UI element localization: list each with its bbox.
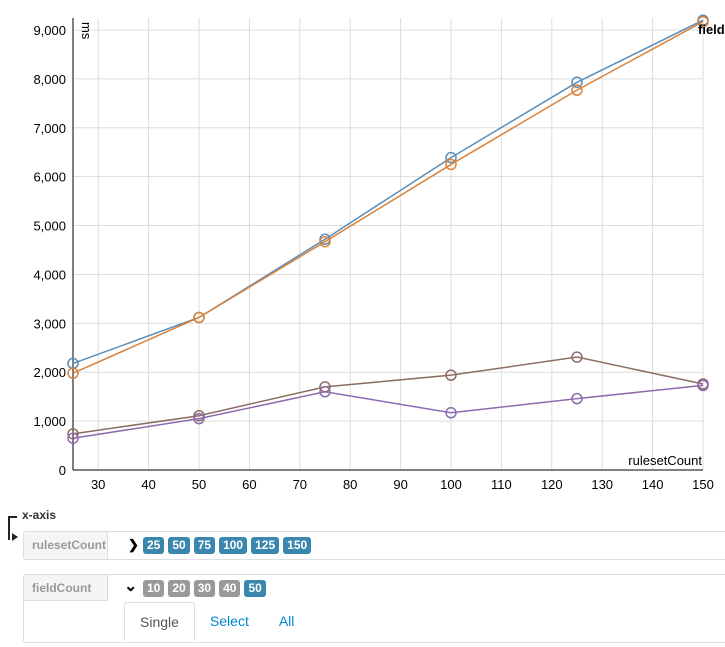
value-badge[interactable]: 25 [143,537,165,554]
value-badge[interactable]: 40 [219,580,241,597]
series-0 [67,14,709,370]
x-axis-panel: x-axis rulesetCount ❯ 25 50 75 100 125 1… [0,508,725,647]
selection-mode-tabs: Single Select All [124,602,309,641]
data-point[interactable] [193,409,205,422]
data-point[interactable] [67,428,79,440]
y-tick-label: 2,000 [33,365,66,380]
data-point[interactable] [445,407,457,419]
arrow-icon [12,533,18,541]
x-tick-label: 130 [591,477,613,492]
x-tick-label: 50 [192,477,206,492]
line-chart: 30 40 50 60 70 80 90 100 110 120 130 140 150 0 1,000 2,… [33,14,725,492]
data-point[interactable] [319,386,331,398]
legend-title: fieldCount [698,22,725,37]
data-point[interactable] [445,369,457,381]
x-tick-label: 100 [440,477,462,492]
chevron-down-icon[interactable]: ⌄ [124,578,138,595]
value-badge[interactable]: 125 [251,537,280,554]
value-badge[interactable]: 75 [193,537,216,554]
x-tick-label: 140 [642,477,664,492]
value-badge[interactable]: 30 [193,580,216,597]
filter-label: fieldCount [24,575,108,601]
x-tick-label: 80 [343,477,357,492]
data-point[interactable] [67,367,79,379]
data-point[interactable] [193,311,205,324]
y-tick-label: 8,000 [33,72,66,87]
data-point[interactable] [319,235,331,248]
data-point[interactable] [697,15,709,28]
x-tick-label: 70 [293,477,307,492]
y-tick-label: 6,000 [33,170,66,185]
data-point[interactable] [445,158,457,171]
series-3 [67,379,709,444]
series-1 [67,15,709,379]
y-tick-label: 3,000 [33,316,66,331]
data-point[interactable] [697,379,709,392]
value-badge[interactable]: 50 [244,580,266,597]
y-tick-label: 5,000 [33,219,66,234]
y-tick-label: 0 [59,463,66,478]
filter-row-fieldCount: fieldCount ⌄ 10 20 30 40 50 Single Selec… [23,574,725,643]
filter-row-rulesetCount: rulesetCount ❯ 25 50 75 100 125 150 [23,531,725,560]
y-tick-label: 9,000 [33,23,66,38]
series-line [72,21,704,374]
value-badge[interactable]: 10 [143,580,165,597]
value-badge[interactable]: 100 [219,537,248,554]
y-axis-title: ms [79,22,94,40]
x-axis-label: x-axis [22,508,57,522]
y-tick-label: 1,000 [33,414,66,429]
y-tick-label: 4,000 [33,267,66,282]
filter-label: rulesetCount [24,532,108,559]
x-tick-label: 110 [491,477,512,492]
chevron-right-icon[interactable]: ❯ [128,537,139,552]
x-axis-title: rulesetCount [628,453,702,468]
data-point[interactable] [571,76,583,89]
tab-select[interactable]: Select [209,613,249,629]
value-badge[interactable]: 150 [283,537,312,554]
value-badge[interactable]: 20 [168,580,190,597]
data-point[interactable] [571,351,583,363]
x-tick-label: 90 [393,477,407,492]
tab-all[interactable]: All [278,613,295,629]
x-tick-label: 150 [692,477,714,492]
x-tick-label: 30 [91,477,105,492]
y-tick-label: 7,000 [33,121,66,136]
data-point[interactable] [193,412,205,425]
data-point[interactable] [445,151,457,164]
value-badge[interactable]: 50 [168,537,190,554]
series-line [72,384,704,439]
data-point[interactable] [571,392,583,405]
tab-single[interactable]: Single [124,602,195,641]
data-point[interactable] [571,84,583,96]
x-tick-label: 40 [141,477,155,492]
bracket-icon [8,516,17,540]
x-tick-label: 120 [541,477,563,492]
series-line [72,356,704,435]
series-line [72,19,704,365]
x-tick-label: 60 [242,477,256,492]
data-point[interactable] [67,432,79,444]
